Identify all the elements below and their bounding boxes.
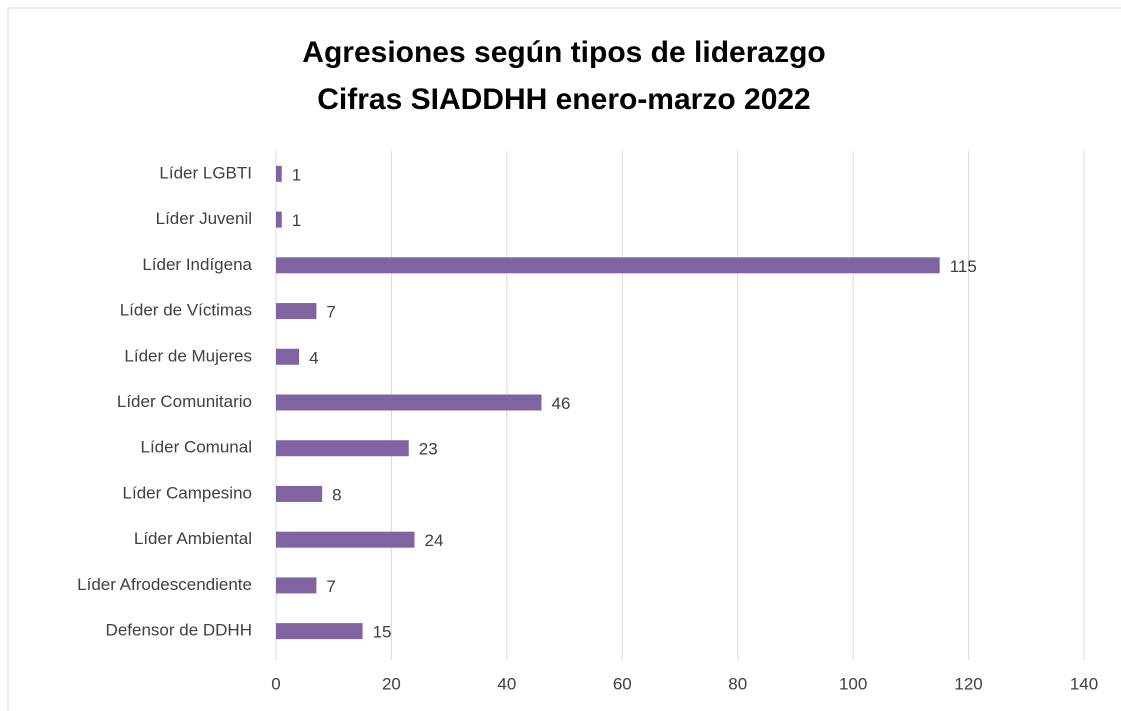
data-label: 15 [373, 623, 392, 642]
x-tick-label: 60 [613, 674, 632, 693]
bar [276, 211, 282, 228]
y-tick-label: Líder de Mujeres [124, 346, 252, 365]
y-tick-label: Defensor de DDHH [106, 621, 252, 640]
data-label: 1 [292, 165, 301, 184]
y-tick-label: Líder Comunal [140, 438, 252, 457]
data-label: 115 [950, 257, 977, 276]
bar [276, 485, 323, 502]
bar [276, 394, 542, 411]
data-label: 23 [419, 440, 438, 459]
x-tick-label: 100 [839, 674, 867, 693]
data-label: 1 [292, 211, 301, 230]
y-tick-label: Líder LGBTI [159, 163, 252, 182]
x-tick-label: 140 [1070, 674, 1098, 693]
bar [276, 531, 415, 548]
x-tick-label: 80 [728, 674, 747, 693]
bar [276, 577, 317, 594]
y-tick-label: Líder Campesino [123, 483, 252, 502]
bar [276, 440, 409, 457]
y-tick-label: Líder de Víctimas [120, 301, 252, 320]
chart-subtitle: Cifras SIADDHH enero-marzo 2022 [317, 83, 811, 116]
chart-title: Agresiones según tipos de liderazgo [302, 36, 825, 69]
x-tick-label: 120 [954, 674, 982, 693]
data-label: 7 [326, 577, 335, 596]
bar [276, 257, 940, 274]
data-label: 7 [326, 303, 335, 322]
x-tick-label: 40 [497, 674, 516, 693]
y-tick-label: Líder Indígena [142, 255, 252, 274]
y-tick-label: Líder Ambiental [134, 529, 252, 548]
y-tick-label: Líder Afrodescendiente [77, 575, 252, 594]
bar [276, 165, 282, 182]
y-tick-label: Líder Juvenil [156, 209, 252, 228]
bar [276, 348, 300, 365]
data-label: 46 [551, 394, 570, 413]
y-tick-label: Líder Comunitario [117, 392, 252, 411]
bar [276, 303, 317, 320]
bar [276, 623, 363, 640]
x-tick-label: 0 [271, 674, 280, 693]
data-label: 8 [332, 485, 341, 504]
x-tick-label: 20 [382, 674, 401, 693]
chart-frame [7, 7, 1121, 711]
data-label: 4 [309, 348, 318, 367]
data-label: 24 [425, 531, 444, 550]
